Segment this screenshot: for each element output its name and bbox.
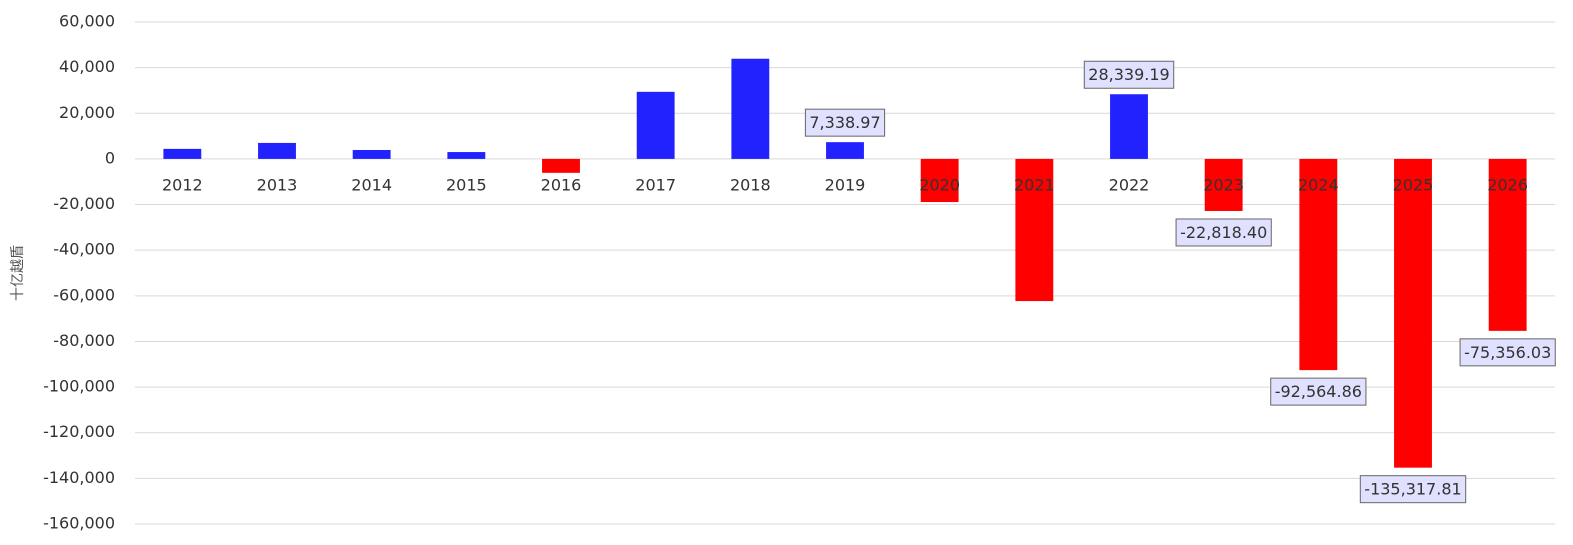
- x-tick-label: 2026: [1487, 175, 1528, 194]
- bar: [352, 150, 391, 159]
- bar: [1299, 158, 1338, 371]
- x-tick-label: 2022: [1109, 175, 1150, 194]
- value-label-box: [1359, 475, 1467, 504]
- y-axis-label: 十亿越盾: [10, 245, 26, 301]
- x-tick-label: 2015: [446, 175, 487, 194]
- y-tick-label: 60,000: [59, 12, 115, 31]
- y-tick-label: -160,000: [43, 514, 115, 533]
- y-tick-label: -120,000: [43, 422, 115, 441]
- value-label: -75,356.03: [1464, 343, 1551, 362]
- y-tick-label: 20,000: [59, 103, 115, 122]
- bar: [1015, 158, 1054, 302]
- y-tick-label: 40,000: [59, 57, 115, 76]
- bar: [163, 148, 202, 159]
- bar: [1110, 94, 1148, 159]
- value-label: -22,818.40: [1180, 223, 1267, 242]
- value-label: 28,339.19: [1088, 65, 1169, 84]
- y-tick-label: -20,000: [53, 194, 115, 213]
- bar: [542, 158, 580, 173]
- value-label: -135,317.81: [1364, 480, 1461, 499]
- value-label-box: [1459, 338, 1556, 367]
- value-label-box: [804, 108, 886, 137]
- bar: [1488, 158, 1527, 331]
- y-tick-label: -40,000: [53, 240, 115, 259]
- x-tick-label: 2021: [1014, 175, 1055, 194]
- bar: [258, 142, 296, 159]
- value-label-box: [1175, 218, 1272, 247]
- x-tick-label: 2019: [825, 175, 866, 194]
- value-label-box: [1083, 60, 1175, 89]
- bar: [731, 58, 770, 159]
- y-tick-label: -60,000: [53, 285, 115, 304]
- y-tick-label: 0: [105, 148, 115, 167]
- x-tick-label: 2020: [919, 175, 960, 194]
- bar: [1394, 158, 1432, 468]
- x-tick-label: 2013: [257, 175, 298, 194]
- y-tick-label: -80,000: [53, 331, 115, 350]
- x-tick-label: 2024: [1298, 175, 1339, 194]
- bar: [636, 91, 675, 159]
- y-tick-label: -100,000: [43, 377, 115, 396]
- x-tick-label: 2016: [541, 175, 582, 194]
- x-tick-label: 2023: [1203, 175, 1244, 194]
- x-tick-label: 2014: [351, 175, 392, 194]
- bar: [920, 158, 959, 203]
- value-label: 7,338.97: [809, 113, 880, 132]
- value-label-box: [1270, 377, 1367, 406]
- y-tick-label: -140,000: [43, 468, 115, 487]
- value-label: -92,564.86: [1275, 382, 1362, 401]
- x-tick-label: 2012: [162, 175, 203, 194]
- x-tick-label: 2025: [1393, 175, 1434, 194]
- bar: [826, 142, 864, 159]
- bar: [1204, 158, 1243, 211]
- x-tick-label: 2018: [730, 175, 771, 194]
- bar: [447, 152, 486, 159]
- x-tick-label: 2017: [635, 175, 676, 194]
